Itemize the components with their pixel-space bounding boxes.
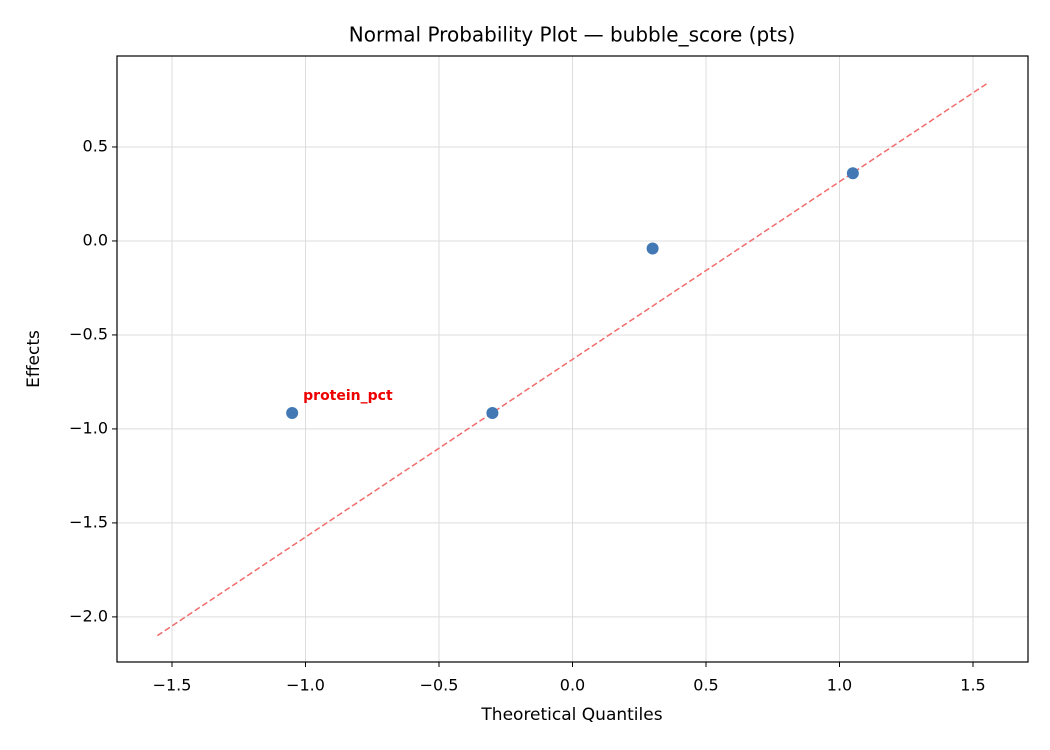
annotation: protein_pct bbox=[303, 388, 393, 404]
x-tick-label: 0.5 bbox=[693, 676, 718, 695]
chart-title: Normal Probability Plot — bubble_score (… bbox=[349, 23, 796, 47]
x-tick-label: 1.0 bbox=[827, 676, 852, 695]
x-axis-label: Theoretical Quantiles bbox=[480, 705, 662, 725]
y-tick-label: 0.5 bbox=[83, 136, 108, 155]
point bbox=[286, 406, 299, 419]
y-tick-label: −2.0 bbox=[69, 606, 108, 625]
x-tick-label: −0.5 bbox=[420, 676, 459, 695]
x-tick-label: −1.0 bbox=[286, 676, 325, 695]
y-tick-label: −1.5 bbox=[69, 512, 108, 531]
point bbox=[486, 406, 499, 419]
plot: protein_pct bbox=[156, 82, 989, 637]
x-tick-label: 0.0 bbox=[560, 676, 585, 695]
point bbox=[846, 167, 859, 180]
point bbox=[646, 242, 659, 255]
y-tick-label: −1.0 bbox=[69, 418, 108, 437]
x-tick-label: −1.5 bbox=[153, 676, 192, 695]
y-tick-label: −0.5 bbox=[69, 324, 108, 343]
y-tick-label: 0.0 bbox=[83, 230, 108, 249]
x-tick-label: 1.5 bbox=[960, 676, 985, 695]
y-axis-label: Effects bbox=[24, 330, 44, 388]
grid bbox=[117, 56, 1028, 662]
